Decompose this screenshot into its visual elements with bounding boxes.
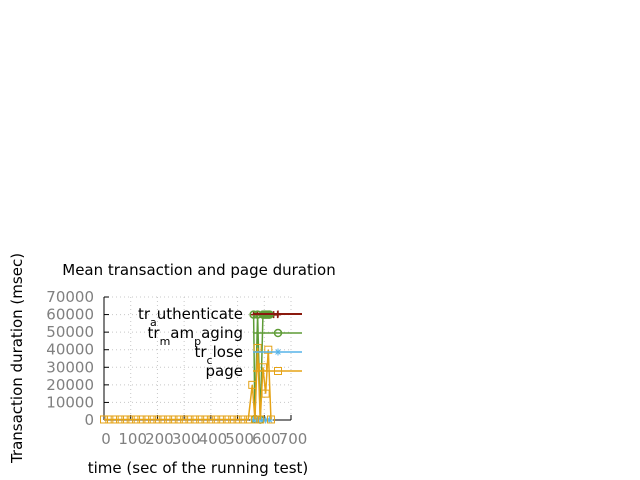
y-tick-label: 40000 — [46, 341, 94, 359]
data-point — [164, 415, 173, 424]
data-point — [137, 415, 146, 424]
data-point — [158, 415, 167, 424]
data-point — [201, 415, 210, 424]
data-point — [256, 415, 265, 424]
data-point — [132, 415, 141, 424]
series-3 — [100, 343, 275, 424]
data-point — [153, 415, 162, 424]
data-point — [206, 415, 215, 424]
data-point — [174, 415, 183, 424]
data-point — [262, 416, 270, 424]
x-tick-label: 600 — [252, 430, 281, 448]
data-point — [264, 345, 273, 354]
legend-label: trclose — [194, 343, 243, 367]
data-point — [250, 416, 258, 424]
x-tick-label: 200 — [145, 430, 174, 448]
data-point — [228, 415, 237, 424]
data-point — [148, 415, 157, 424]
data-point — [258, 416, 266, 424]
data-point — [180, 415, 189, 424]
data-point — [105, 415, 114, 424]
data-point — [126, 415, 135, 424]
chart-title: Mean transaction and page duration — [62, 261, 335, 279]
data-point — [185, 415, 194, 424]
data-point — [100, 415, 108, 424]
legend-marker — [274, 310, 282, 318]
x-tick-label: 300 — [172, 430, 201, 448]
x-axis-label: time (sec of the running test) — [88, 459, 309, 477]
data-point — [266, 416, 274, 424]
data-point — [212, 415, 221, 424]
legend-marker — [273, 328, 283, 338]
data-point — [222, 415, 231, 424]
y-tick-label: 20000 — [46, 376, 94, 394]
legend-label: page — [206, 362, 243, 380]
data-point — [266, 415, 275, 424]
x-tick-label: 100 — [118, 430, 147, 448]
data-point — [233, 415, 242, 424]
data-point — [169, 415, 178, 424]
y-axis-label: Transaction duration (msec) — [8, 253, 26, 464]
series-2 — [250, 416, 274, 424]
legend-marker — [274, 367, 282, 375]
y-tick-label: 10000 — [46, 393, 94, 411]
data-point — [217, 415, 226, 424]
x-tick-label: 0 — [101, 430, 111, 448]
data-point — [142, 415, 151, 424]
x-tick-label: 400 — [199, 430, 228, 448]
data-point — [261, 389, 270, 398]
x-tick-label: 500 — [225, 430, 254, 448]
data-point — [250, 415, 259, 424]
data-point — [238, 415, 247, 424]
data-point — [248, 380, 257, 389]
x-tick-label: 700 — [279, 430, 308, 448]
data-point — [110, 415, 119, 424]
data-point — [116, 415, 125, 424]
y-tick-label: 60000 — [46, 306, 94, 324]
data-point — [254, 416, 262, 424]
y-tick-label: 0 — [84, 411, 94, 429]
data-point — [190, 415, 199, 424]
data-point — [121, 415, 130, 424]
legend-marker — [274, 348, 282, 356]
y-tick-label: 70000 — [46, 288, 94, 306]
series-line — [104, 347, 272, 421]
legend-label: trmampaging — [148, 324, 244, 348]
data-point — [196, 415, 205, 424]
legend-label: trauthenticate — [138, 305, 243, 329]
y-tick-label: 50000 — [46, 323, 94, 341]
y-tick-label: 30000 — [46, 358, 94, 376]
